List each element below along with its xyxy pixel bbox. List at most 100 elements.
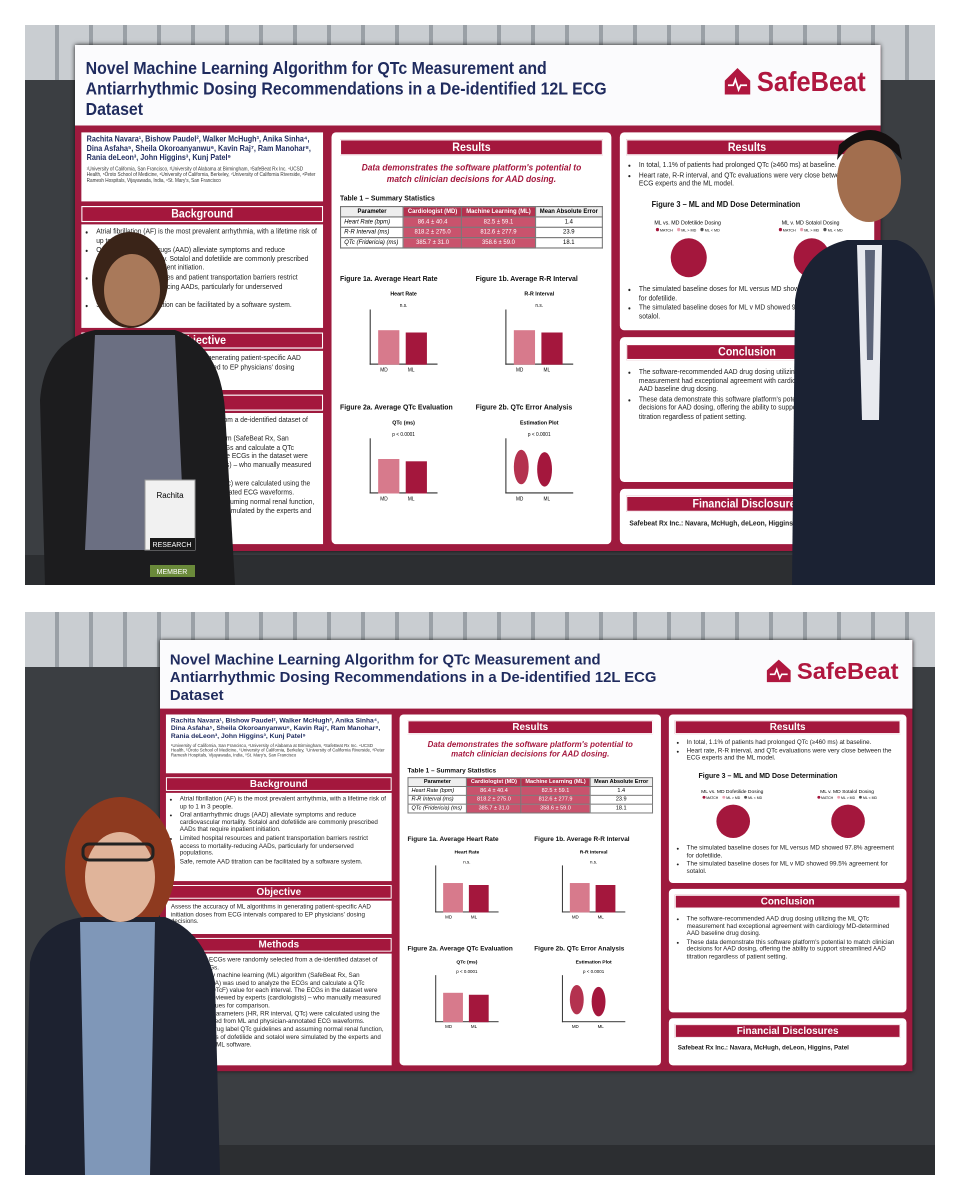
bullet: The software-recommended AAD drug dosing… [639, 368, 865, 394]
legend-dot [655, 227, 659, 232]
group-label: MD [571, 914, 579, 920]
photo: Novel Machine Learning Algorithm for QTc… [25, 25, 935, 585]
pie-legend: MATCH ML > MD ML < MD [683, 795, 782, 800]
pie-title: ML vs. MD Dofetilide Dosing [701, 788, 764, 795]
badge-name: Rachita [156, 491, 184, 500]
table-cell: 358.6 ± 59.0 [461, 237, 536, 249]
plot-title: R-R Interval [579, 849, 608, 856]
table-row: Heart Rate (bpm) 86.4 ± 40.4 82.5 ± 59.1 1.… [407, 786, 654, 796]
legend-dot [837, 795, 841, 799]
results-highlight: Data demonstrates the software platform'… [361, 162, 582, 185]
table-header-cell: Cardiologist (MD) [466, 777, 522, 788]
section-heading: Results [407, 720, 654, 735]
section-heading: Financial Disclosures [674, 1024, 901, 1038]
table-header-cell: Parameter [407, 777, 468, 788]
table-row: QTc (Fridericia) (ms) 385.7 ± 31.0 358.6 ±… [339, 237, 603, 249]
plot-violin [537, 452, 552, 487]
table-header-cell: Parameter [339, 205, 405, 218]
plot-note: n.s. [463, 859, 471, 865]
poster-header: Novel Machine Learning Algorithm for QTc… [75, 45, 881, 126]
group-label: ML [597, 914, 604, 920]
table-cell: 385.7 ± 31.0 [466, 803, 522, 814]
table-title: Table 1 – Summary Statistics [407, 767, 497, 775]
plot-title: QTc (ms) [456, 959, 478, 966]
figure-title: Figure 2b. QTc Error Analysis [534, 945, 625, 953]
results2-panel: Results In total, 1.1% of patients had pr… [668, 714, 907, 884]
plot-note: n.s. [535, 302, 544, 309]
pie-title: ML v. MD Sotalol Dosing [781, 219, 840, 227]
legend-entry: MATCH [702, 795, 718, 800]
bullet: The simulated baseline doses for ML vers… [639, 285, 865, 302]
plot-bar [443, 992, 463, 1023]
author-list: Rachita Navara¹, Bishow Paudel², Walker … [86, 135, 311, 163]
conclusion-text: The software-recommended AAD drug dosing… [672, 912, 903, 965]
table-header-row: Parameter Cardiologist (MD) Machine Learni… [407, 777, 654, 788]
plot-axes [369, 309, 438, 365]
figure-title: Figure 1b. Average R-R Interval [534, 836, 630, 843]
plot-note: p < 0.0001 [456, 969, 478, 975]
table-cell: 1.4 [534, 216, 603, 228]
badge-ribbon: RESEARCH [153, 542, 192, 549]
affiliations: ¹University of California, San Francisco… [86, 165, 316, 183]
legend-dot [722, 795, 726, 799]
bullet: Heart rate, R-R interval, and QTc evalua… [687, 747, 898, 762]
bullet-list: The software-recommended AAD drug dosing… [629, 368, 864, 422]
disclosure-panel: Financial Disclosures Safebeat Rx Inc.: N… [668, 1018, 907, 1066]
legend-dot [744, 795, 748, 799]
table-cell: 812.6 ± 277.9 [520, 794, 591, 805]
figure-title: Figure 1a. Average Heart Rate [407, 836, 499, 843]
plot-axes [369, 438, 438, 494]
figure-title: Figure 2a. Average QTc Evaluation [407, 945, 513, 953]
plot-violin [591, 986, 606, 1017]
plot-title: QTc (ms) [392, 419, 415, 427]
group-label: ML [407, 495, 415, 502]
legend-entry: ML < MD [744, 795, 762, 800]
legend-dot [799, 227, 804, 232]
group-label: ML [470, 914, 478, 920]
pie-title: ML vs. MD Dofetilide Dosing [654, 219, 722, 227]
bullet: These data demonstrate this software pla… [687, 939, 898, 961]
table-header-cell: Cardiologist (MD) [402, 205, 463, 218]
section-heading: Results [340, 139, 603, 156]
bullet: The simulated baseline doses for ML vers… [687, 845, 898, 860]
plot-bar [468, 994, 489, 1023]
plot-violin [513, 449, 529, 485]
table-cell: Heart Rate (bpm) [407, 786, 468, 796]
section-heading: Background [81, 206, 324, 223]
plot-axes [561, 865, 626, 913]
table-row: Heart Rate (bpm) 86.4 ± 40.4 82.5 ± 59.1 1.… [339, 216, 603, 228]
plot-note: n.s. [399, 302, 408, 309]
background-box: Atrial fibrillation (AF) is the most pre… [165, 792, 392, 882]
poster: Novel Machine Learning Algorithm for QTc… [75, 45, 881, 551]
table-cell: 82.5 ± 59.1 [520, 786, 591, 796]
legend-entry: MATCH [778, 227, 796, 232]
plot-note: p < 0.0001 [583, 969, 605, 975]
bullet: Safe, remote AAD titration can be facili… [96, 301, 318, 310]
brand-name: SafeBeat [756, 66, 866, 98]
plot-title: Estimation Plot [519, 419, 559, 427]
legend-dot [859, 795, 863, 799]
table-wrap: Parameter Cardiologist (MD) Machine Learni… [339, 205, 603, 249]
table-cell: 818.2 ± 275.0 [466, 794, 522, 805]
group-label: MD [445, 914, 453, 920]
table-cell: 818.2 ± 275.0 [402, 226, 463, 239]
section-heading: Conclusion [674, 894, 901, 909]
bullet: The simulated baseline doses for ML v MD… [639, 304, 865, 321]
person [792, 130, 935, 585]
bullet: Atrial fibrillation (AF) is the most pre… [180, 796, 387, 811]
pie-title: ML v. MD Sotalol Dosing [820, 788, 875, 795]
group-label: MD [445, 1024, 453, 1030]
table-cell: QTc (Fridericia) (ms) [339, 237, 405, 249]
group-label: ML [470, 1024, 478, 1030]
plot-bar [569, 883, 590, 913]
legend-entry: ML > MD [676, 227, 696, 232]
bullet-list: The software-recommended AAD drug dosing… [678, 915, 898, 961]
photo: Novel Machine Learning Algorithm for QTc… [25, 612, 935, 1175]
results-highlight: Data demonstrates the software platform'… [427, 739, 633, 759]
table-title: Table 1 – Summary Statistics [340, 194, 435, 203]
bullet: In total, 1.1% of patients had prolonged… [639, 161, 865, 170]
legend-entry: ML > MD [799, 227, 819, 232]
group-label: ML [597, 1024, 604, 1030]
pie-legend: MATCH ML > MD ML < MD [798, 795, 897, 800]
table-header-row: Parameter Cardiologist (MD) Machine Learni… [339, 205, 603, 218]
